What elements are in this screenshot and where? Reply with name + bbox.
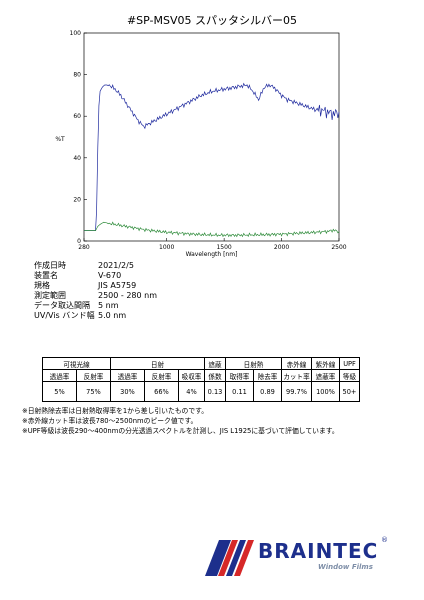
meta-row: 規格 JIS A5759 <box>34 281 157 291</box>
table-group-row: 可視光線 日射 遮蔽 日射熱 赤外線 紫外線 UPF <box>42 357 360 370</box>
table-cell: 100% <box>311 381 340 402</box>
meta-label: 装置名 <box>34 271 58 280</box>
performance-table: 可視光線 日射 遮蔽 日射熱 赤外線 紫外線 UPF 透過率 反射率 透過率 反… <box>42 357 360 402</box>
table-header: 日射熱 <box>225 357 282 370</box>
table-header: 日射 <box>110 357 205 370</box>
series-line-1 <box>84 82 340 231</box>
meta-row: 測定範囲 2500 - 280 nm <box>34 291 157 301</box>
table-sub-row: 透過率 反射率 透過率 反射率 吸収率 係数 取得率 除去率 カット率 遮蔽率 … <box>42 369 360 382</box>
meta-label: データ取込間隔 <box>34 301 90 310</box>
table-value-row: 5% 75% 30% 66% 4% 0.13 0.11 0.89 99.7% 1… <box>42 381 360 402</box>
table-subheader: 等級 <box>339 369 360 382</box>
y-tick-label: 20 <box>73 196 81 203</box>
table-cell: 99.7% <box>281 381 312 402</box>
meta-label: UV/Vis バンド幅 <box>34 311 95 320</box>
y-axis-label: %T <box>55 136 65 143</box>
x-tick-label: 280 <box>78 244 90 251</box>
transmittance-chart: 0 20 40 60 80 100 280 1000 1500 2000 2500 %T Wavelen… <box>55 30 346 258</box>
footnote: ※赤外線カット率は波長780～2500nmのピーク値です。 <box>22 417 198 425</box>
logo-registered: ® <box>381 536 388 544</box>
table-subheader: 取得率 <box>225 369 254 382</box>
table-cell: 75% <box>76 381 111 402</box>
table-cell: 66% <box>144 381 179 402</box>
meta-label: 規格 <box>34 281 50 290</box>
table-subheader: 係数 <box>204 369 226 382</box>
logo-tagline: Window Films <box>318 563 373 571</box>
x-tick-label: 2000 <box>274 244 289 251</box>
x-axis-label: Wavelength [nm] <box>186 251 238 258</box>
meta-row: 作成日時 2021/2/5 <box>34 261 157 271</box>
table-subheader: 反射率 <box>76 369 111 382</box>
table-header: 赤外線 <box>281 357 312 370</box>
table-subheader: 除去率 <box>253 369 282 382</box>
meta-row: 装置名 V-670 <box>34 271 157 281</box>
y-tick-label: 60 <box>73 113 81 120</box>
table-header: UPF <box>339 357 360 370</box>
table-subheader: 遮蔽率 <box>311 369 340 382</box>
table-cell: 5% <box>42 381 77 402</box>
y-tick-label: 0 <box>77 238 81 245</box>
meta-value: 2500 - 280 nm <box>98 291 158 300</box>
table-cell: 0.89 <box>253 381 282 402</box>
table-cell: 0.13 <box>204 381 226 402</box>
table-subheader: 反射率 <box>144 369 179 382</box>
measurement-info: 作成日時 2021/2/5 装置名 V-670 規格 JIS A5759 測定範囲 25… <box>34 261 157 321</box>
logo-brand: BRAINTEC <box>258 539 379 563</box>
y-tick-label: 100 <box>70 30 82 37</box>
plot-frame <box>83 32 340 242</box>
page-title: #SP-MSV05 スパッタシルバー05 <box>126 14 298 27</box>
footnote: ※UPF等級は波長290～400nmの分光透過スペクトルを計測し、JIS L19… <box>22 427 339 435</box>
table-subheader: カット率 <box>281 369 312 382</box>
table-header: 紫外線 <box>311 357 340 370</box>
meta-row: データ取込間隔 5 nm <box>34 301 157 311</box>
table-subheader: 吸収率 <box>178 369 205 382</box>
meta-value: 2021/2/5 <box>98 261 134 270</box>
meta-label: 測定範囲 <box>34 291 66 300</box>
table-subheader: 透過率 <box>110 369 145 382</box>
y-tick-label: 40 <box>73 155 81 162</box>
table-header: 可視光線 <box>42 357 111 370</box>
table-header: 遮蔽 <box>204 357 226 370</box>
table-cell: 50+ <box>339 381 360 402</box>
logo-mark-icon <box>205 540 254 576</box>
x-tick-label: 1000 <box>159 244 174 251</box>
table-cell: 0.11 <box>225 381 254 402</box>
y-tick-label: 80 <box>73 72 81 79</box>
braintec-logo: BRAINTEC ® Window Films <box>205 536 405 580</box>
meta-label: 作成日時 <box>34 261 66 270</box>
meta-value: 5 nm <box>98 301 119 310</box>
meta-value: 5.0 nm <box>98 311 127 320</box>
footnote: ※日射熱除去率は日射熱取得率を1から差し引いたものです。 <box>22 407 209 415</box>
table-cell: 30% <box>110 381 145 402</box>
series-line-2 <box>84 221 340 238</box>
table-cell: 4% <box>178 381 205 402</box>
footnotes: ※日射熱除去率は日射熱取得率を1から差し引いたものです。 ※赤外線カット率は波長… <box>22 406 339 436</box>
table-subheader: 透過率 <box>42 369 77 382</box>
meta-value: V-670 <box>98 271 122 280</box>
meta-value: JIS A5759 <box>98 281 137 290</box>
meta-row: UV/Vis バンド幅 5.0 nm <box>34 311 157 321</box>
x-tick-label: 1500 <box>216 244 231 251</box>
x-tick-label: 2500 <box>331 244 346 251</box>
